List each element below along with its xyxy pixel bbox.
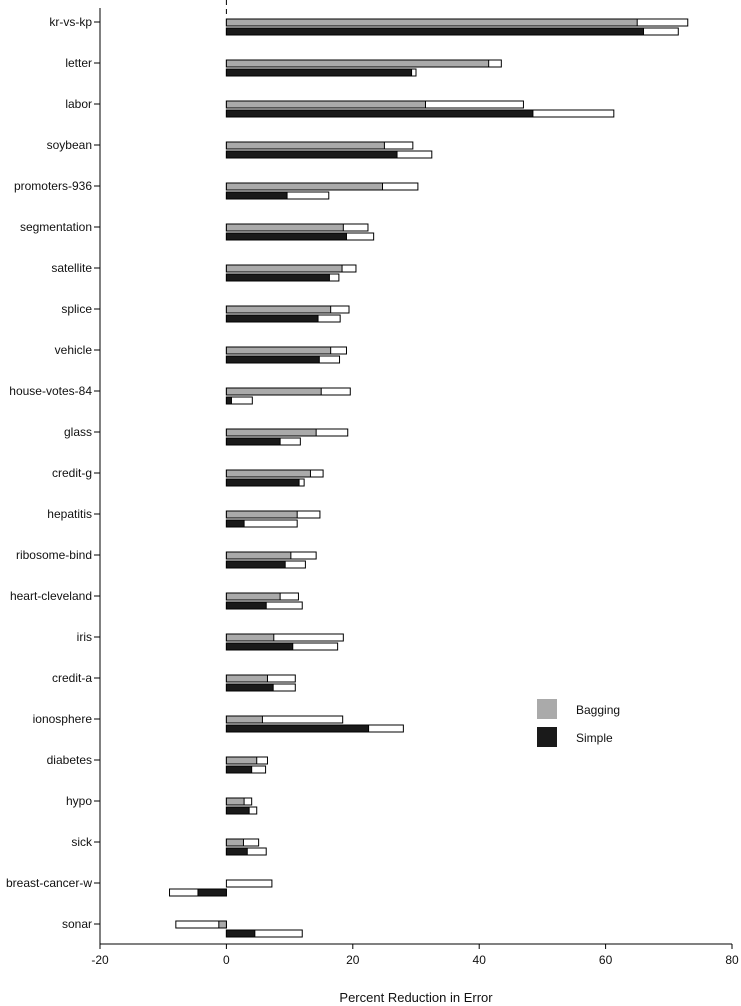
bar-simple <box>225 109 534 118</box>
bar-bagging <box>225 100 426 109</box>
bar-simple <box>225 929 256 938</box>
bar-bagging <box>225 428 317 437</box>
bar-simple <box>197 888 227 897</box>
bar-simple <box>225 437 281 446</box>
bar-simple <box>225 765 253 774</box>
category-labels: kr-vs-kp letter labor soybean promoters-936 s… <box>6 15 100 931</box>
category-label: diabetes <box>47 753 92 767</box>
bar-bagging <box>225 674 268 683</box>
bar-bagging <box>225 633 275 642</box>
bar-simple <box>225 314 319 323</box>
x-axis-ticks: -20 0 20 40 60 80 <box>91 944 739 967</box>
category-label: segmentation <box>20 220 92 234</box>
bar-simple <box>225 27 645 36</box>
category-label: promoters-936 <box>14 179 92 193</box>
bar-range-bagging <box>225 879 273 888</box>
x-tick-label: 20 <box>346 953 360 967</box>
category-label: heart-cleveland <box>10 589 92 603</box>
bar-bagging <box>225 510 298 519</box>
bar-bagging <box>225 18 638 27</box>
bar-simple <box>225 724 370 733</box>
bar-bagging <box>225 182 384 191</box>
bar-simple <box>225 806 250 815</box>
bar-bagging <box>225 551 292 560</box>
bar-bagging <box>225 756 258 765</box>
category-label: iris <box>77 630 92 644</box>
category-label: letter <box>65 56 92 70</box>
category-label: sonar <box>62 917 92 931</box>
category-label: sick <box>71 835 93 849</box>
bar-bagging <box>225 469 311 478</box>
x-tick-label: 0 <box>223 953 230 967</box>
bar-bagging <box>225 797 245 806</box>
axes-layer <box>99 0 732 945</box>
bar-bagging <box>225 264 343 273</box>
category-label: hypo <box>66 794 92 808</box>
bar-bagging <box>218 920 227 929</box>
legend-swatch-simple <box>537 727 557 747</box>
bar-simple <box>225 355 320 364</box>
bar-bagging <box>225 346 332 355</box>
bars-layer <box>169 18 689 938</box>
bar-simple <box>225 560 286 569</box>
bar-bagging <box>225 838 244 847</box>
bar-simple <box>225 683 274 692</box>
bar-simple <box>225 150 398 159</box>
category-label: credit-a <box>52 671 92 685</box>
category-label: ribosome-bind <box>16 548 92 562</box>
category-label: vehicle <box>55 343 93 357</box>
bar-simple <box>225 847 248 856</box>
x-tick-label: 40 <box>473 953 487 967</box>
bar-bagging <box>225 59 490 68</box>
bar-simple <box>225 601 267 610</box>
bar-bagging <box>225 715 263 724</box>
bar-bagging <box>225 223 344 232</box>
bar-simple <box>225 478 300 487</box>
category-label: credit-g <box>52 466 92 480</box>
category-label: ionosphere <box>33 712 93 726</box>
bar-bagging <box>225 141 385 150</box>
category-label: glass <box>64 425 92 439</box>
category-label: splice <box>61 302 92 316</box>
x-tick-label: 60 <box>599 953 613 967</box>
bar-simple <box>225 191 288 200</box>
legend: Bagging Simple <box>537 699 620 747</box>
category-label: breast-cancer-w <box>6 876 92 890</box>
category-label: kr-vs-kp <box>49 15 92 29</box>
category-label: labor <box>65 97 92 111</box>
x-tick-label: 80 <box>725 953 739 967</box>
x-tick-label: -20 <box>91 953 109 967</box>
bar-simple <box>225 232 347 241</box>
bar-bagging <box>225 592 281 601</box>
legend-swatch-bagging <box>537 699 557 719</box>
bar-bagging <box>225 387 322 396</box>
bar-simple <box>225 519 245 528</box>
legend-label-bagging: Bagging <box>576 703 620 717</box>
bar-simple <box>225 396 232 405</box>
legend-label-simple: Simple <box>576 731 613 745</box>
x-axis-title: Percent Reduction in Error <box>339 990 493 1005</box>
category-label: house-votes-84 <box>9 384 92 398</box>
category-label: hepatitis <box>47 507 92 521</box>
category-label: soybean <box>47 138 92 152</box>
bar-simple <box>225 273 330 282</box>
bar-bagging <box>225 305 332 314</box>
bar-simple <box>225 642 294 651</box>
category-label: satellite <box>51 261 92 275</box>
bar-simple <box>225 68 413 77</box>
